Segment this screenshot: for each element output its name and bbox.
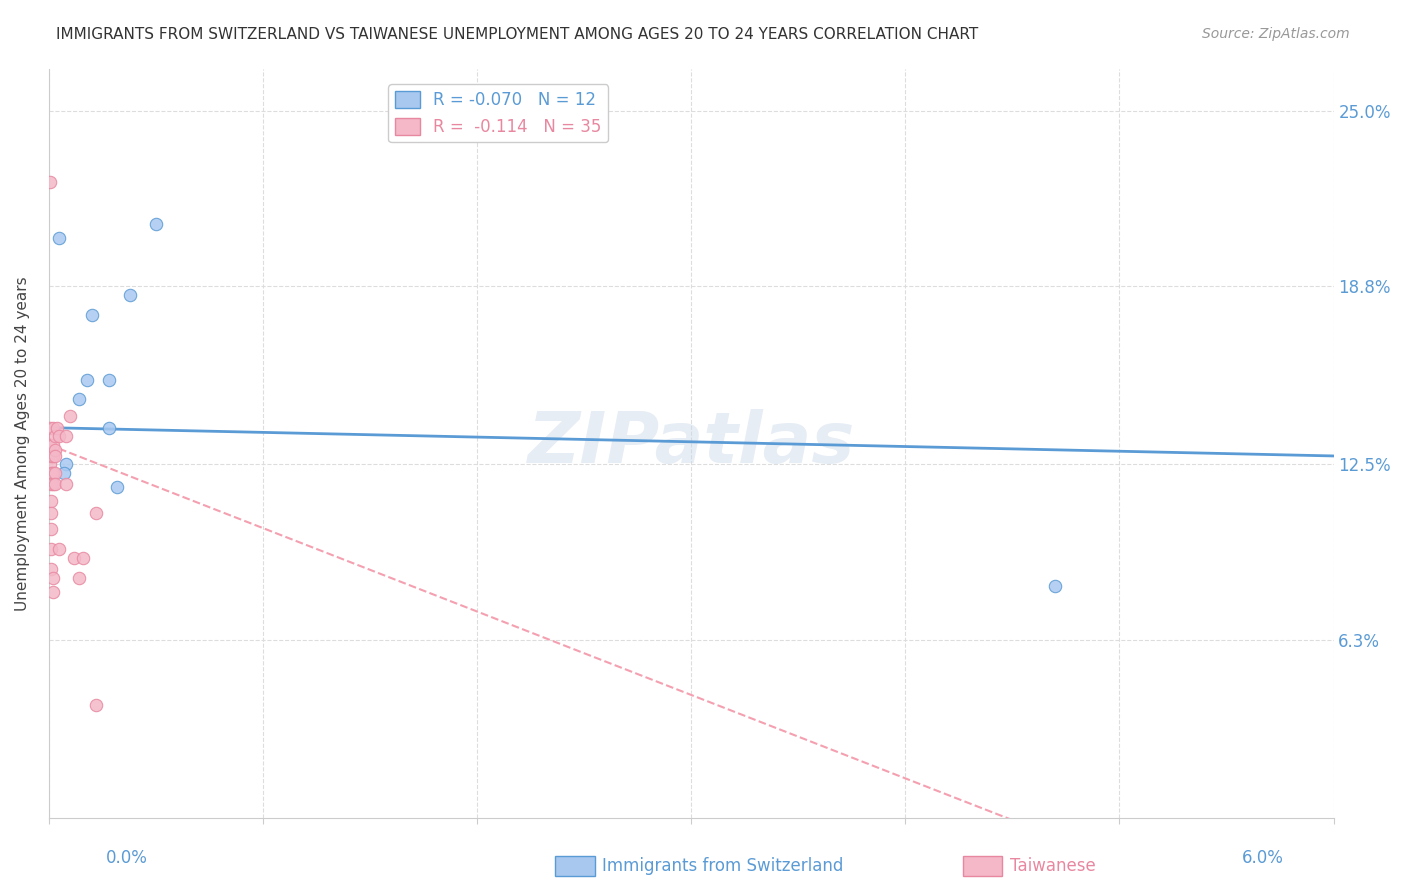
Point (44, 443, 66, 458)
Point (42, 420, 65, 434)
Point (39, 562, 62, 576)
Text: Source: ZipAtlas.com: Source: ZipAtlas.com (1202, 27, 1350, 41)
Point (42, 449, 65, 463)
Y-axis label: Unemployment Among Ages 20 to 24 years: Unemployment Among Ages 20 to 24 years (15, 276, 30, 610)
Point (39, 477, 62, 491)
Point (97, 420, 120, 434)
Point (52, 466, 75, 480)
Point (1043, 579, 1066, 593)
Point (55, 429, 77, 443)
Point (48, 429, 70, 443)
Point (97, 373, 120, 387)
Text: 6.0%: 6.0% (1241, 849, 1284, 867)
Point (105, 480, 128, 494)
Point (84, 698, 107, 712)
Point (145, 217, 167, 231)
Point (120, 287, 142, 301)
Point (72, 550, 94, 565)
Point (39, 523, 62, 537)
Point (63, 550, 86, 565)
Point (38, 175, 60, 189)
Point (59, 409, 82, 424)
Point (55, 477, 77, 491)
Text: 0.0%: 0.0% (105, 849, 148, 867)
Point (44, 466, 66, 480)
Text: ZIPatlas: ZIPatlas (527, 409, 855, 478)
Point (67, 392, 90, 407)
Point (67, 570, 90, 584)
Point (39, 494, 62, 508)
Point (42, 570, 65, 584)
Point (48, 231, 70, 245)
Point (38, 437, 60, 451)
Point (48, 542, 70, 557)
Point (39, 506, 62, 520)
Point (84, 506, 107, 520)
Point (38, 420, 60, 434)
Point (44, 429, 66, 443)
Point (39, 449, 62, 463)
Point (39, 466, 62, 480)
Point (76, 373, 98, 387)
Point (42, 466, 65, 480)
Point (42, 437, 65, 451)
Text: Immigrants from Switzerland: Immigrants from Switzerland (602, 857, 844, 875)
Point (42, 477, 65, 491)
Text: Taiwanese: Taiwanese (1010, 857, 1095, 875)
Point (38, 458, 60, 472)
Point (80, 308, 103, 322)
Point (44, 477, 66, 491)
Text: IMMIGRANTS FROM SWITZERLAND VS TAIWANESE UNEMPLOYMENT AMONG AGES 20 TO 24 YEARS : IMMIGRANTS FROM SWITZERLAND VS TAIWANESE… (56, 27, 979, 42)
Point (55, 458, 77, 472)
Point (46, 420, 69, 434)
Legend: R = -0.070   N = 12, R =  -0.114   N = 35: R = -0.070 N = 12, R = -0.114 N = 35 (388, 85, 609, 143)
Point (42, 584, 65, 599)
Point (39, 542, 62, 557)
Point (44, 449, 66, 463)
